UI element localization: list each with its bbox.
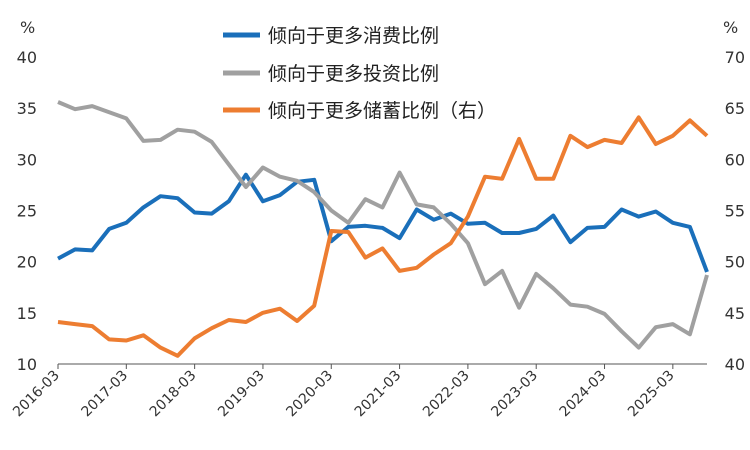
x-tick-label: 2021-03: [352, 368, 405, 421]
right-tick-label: 70: [725, 48, 745, 67]
legend-item-consumption: 倾向于更多消费比例: [223, 25, 439, 47]
x-tick-label: 2019-03: [215, 368, 268, 421]
x-axis: 2016-03 2017-03 2018-03 2019-03 2020-03 2021-…: [10, 363, 707, 421]
right-tick-label: 50: [725, 253, 745, 272]
series-lines: [57, 100, 709, 358]
right-axis-unit: %: [723, 18, 738, 37]
series-line-savings: [57, 115, 709, 358]
right-tick-label: 40: [725, 355, 745, 374]
x-tick-label: 2016-03: [10, 368, 63, 421]
left-tick-label: 15: [17, 304, 37, 323]
left-tick-label: 40: [17, 48, 37, 67]
right-tick-label: 55: [725, 202, 745, 221]
right-tick-label: 60: [725, 150, 745, 169]
right-axis: % 40 45 50 55 60 65 70: [723, 18, 745, 374]
x-tick-label: 2018-03: [147, 368, 200, 421]
left-tick-label: 35: [17, 99, 37, 118]
right-tick-label: 45: [725, 304, 745, 323]
x-tick-label: 2022-03: [420, 368, 473, 421]
x-tick-label: 2020-03: [283, 368, 336, 421]
legend-label-investment: 倾向于更多投资比例: [268, 63, 439, 85]
legend: 倾向于更多消费比例 倾向于更多投资比例 倾向于更多储蓄比例（右）: [223, 25, 496, 122]
x-tick-label: 2023-03: [488, 368, 541, 421]
x-tick-label: 2024-03: [557, 368, 610, 421]
left-tick-label: 10: [17, 355, 37, 374]
legend-label-consumption: 倾向于更多消费比例: [268, 25, 439, 47]
x-tick-label: 2025-03: [625, 368, 678, 421]
legend-item-savings: 倾向于更多储蓄比例（右）: [223, 100, 496, 122]
legend-item-investment: 倾向于更多投资比例: [223, 63, 439, 85]
series-line-consumption: [57, 172, 709, 273]
left-tick-label: 20: [17, 253, 37, 272]
left-tick-label: 30: [17, 150, 37, 169]
series-line-investment: [57, 100, 709, 350]
legend-label-savings: 倾向于更多储蓄比例（右）: [268, 100, 496, 122]
x-tick-label: 2017-03: [78, 368, 131, 421]
right-tick-label: 65: [725, 99, 745, 118]
left-axis-unit: %: [20, 18, 35, 37]
left-axis: % 10 15 20 25 30 35 40: [17, 18, 37, 374]
left-tick-label: 25: [17, 202, 37, 221]
